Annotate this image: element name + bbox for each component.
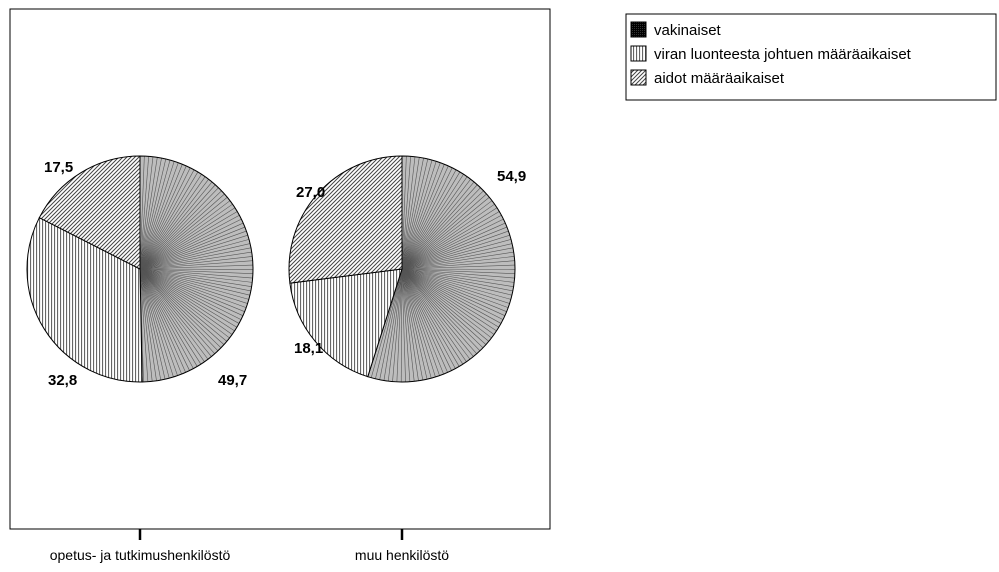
pie-0-value-label-1: 32,8	[48, 372, 77, 389]
value-labels-layer: 49,7 32,8 17,5 54,9 18,1 27,0	[44, 159, 526, 389]
legend: vakinaiset viran luonteesta johtuen määr…	[625, 13, 997, 101]
pies-layer	[26, 155, 516, 383]
pie-1-slice-1	[289, 268, 403, 378]
legend-frame	[625, 13, 997, 101]
category-label-1: muu henkilöstö	[355, 547, 449, 563]
pie-0-slice-2	[38, 155, 141, 270]
legend-label-vakinaiset: vakinaiset	[654, 22, 722, 39]
legend-label-viran: viran luonteesta johtuen määräaikaiset	[654, 46, 912, 63]
pie-0-value-label-0: 49,7	[218, 372, 247, 389]
legend-swatch-aidot	[630, 69, 647, 86]
pie-1-value-label-0: 54,9	[497, 168, 526, 185]
category-label-0: opetus- ja tutkimushenkilöstö	[50, 547, 231, 563]
pie-1-value-label-1: 18,1	[294, 340, 323, 357]
legend-swatch-vakinaiset	[630, 21, 647, 38]
category-axis: opetus- ja tutkimushenkilöstö muu henkilö…	[50, 529, 449, 563]
pie-0-value-label-2: 17,5	[44, 159, 73, 176]
pie-0-slice-0	[139, 155, 254, 383]
pie-0-slice-1	[26, 217, 143, 383]
pie-1-slice-2	[288, 155, 403, 284]
pie-1-value-label-2: 27,0	[296, 184, 325, 201]
legend-label-aidot: aidot määräaikaiset	[654, 70, 785, 87]
pie-1-slice-0	[367, 155, 516, 383]
legend-swatch-viran	[630, 45, 647, 62]
